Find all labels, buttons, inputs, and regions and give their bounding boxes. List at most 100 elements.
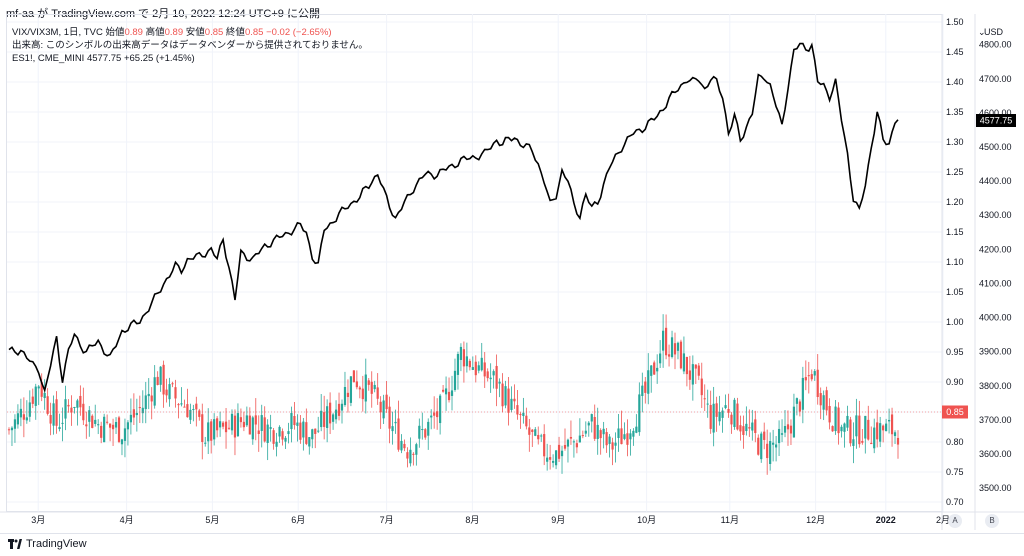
candle-body — [79, 395, 82, 408]
candle-body — [349, 376, 353, 403]
candle-body — [103, 416, 106, 443]
x-tick-label: 8月 — [465, 515, 479, 525]
legend-es-change: +65.25 (+1.45%) — [123, 53, 195, 64]
candle-body — [471, 367, 474, 370]
candle-body — [254, 415, 257, 425]
x-tick-label: 2022 — [876, 515, 896, 525]
ratio-tick-label: 1.50 — [946, 17, 964, 27]
x-tick-label: 4月 — [120, 515, 134, 525]
candle-body — [340, 403, 344, 411]
ratio-tick-label: 1.35 — [946, 107, 964, 117]
candle-body — [816, 369, 819, 398]
candle-body — [31, 396, 34, 404]
candle-body — [439, 395, 442, 424]
legend-symbol: VIX/VIX3M, 1日, TVC — [12, 27, 103, 38]
candle-body — [662, 330, 665, 351]
candle-body — [221, 422, 225, 427]
candle-body — [141, 407, 144, 414]
candle-body — [543, 434, 546, 457]
candle-body — [697, 365, 700, 376]
candle-body — [198, 410, 201, 417]
auto-scale-button[interactable]: A — [948, 514, 962, 528]
ratio-last-price-badge — [942, 405, 968, 419]
x-tick-label: 6月 — [291, 515, 305, 525]
x-tick-label: 3月 — [31, 515, 45, 525]
candle-body — [691, 364, 694, 385]
es-tick-label: 4700.00 — [979, 74, 1012, 84]
candle-body — [409, 449, 412, 464]
ratio-tick-label: 0.95 — [946, 347, 964, 357]
candle-body — [433, 412, 436, 416]
legend-row-ratio: VIX/VIX3M, 1日, TVC 始値0.89 高値0.89 安値0.85 … — [12, 26, 368, 39]
candle-body — [659, 353, 662, 364]
candle-body — [421, 429, 424, 431]
candle-body — [632, 430, 635, 437]
candle-body — [483, 362, 486, 377]
candle-body — [73, 406, 76, 408]
candle-body — [718, 411, 721, 422]
candle-body — [760, 433, 763, 460]
candle-body — [890, 414, 894, 435]
candles — [7, 314, 900, 475]
candle-body — [308, 437, 311, 447]
candle-body — [644, 381, 647, 393]
candle-body — [599, 430, 602, 439]
legend-low-value: 0.85 — [204, 27, 224, 38]
ratio-tick-label: 1.10 — [946, 257, 964, 267]
candle-body — [19, 408, 22, 418]
candle-body — [201, 414, 204, 442]
currency-selector[interactable]: USD — [984, 27, 1004, 37]
es-tick-label: 3600.00 — [979, 449, 1012, 459]
candle-body — [373, 384, 376, 390]
candle-body — [540, 435, 543, 437]
candle-body — [278, 426, 281, 437]
candle-body — [819, 393, 822, 406]
candle-body — [302, 421, 305, 438]
ratio-tick-label: 1.30 — [946, 137, 964, 147]
candle-body — [55, 399, 58, 426]
candle-body — [441, 389, 445, 392]
chevron-down-icon[interactable]: ⌄ — [978, 27, 986, 37]
candle-body — [664, 327, 668, 356]
candle-body — [647, 370, 650, 394]
candle-body — [52, 403, 55, 426]
candle-body — [780, 433, 784, 435]
ratio-tick-label: 1.25 — [946, 167, 964, 177]
tradingview-logo-text: TradingView — [26, 538, 87, 550]
es-last-price-badge — [976, 114, 1016, 128]
candle-body — [569, 437, 573, 439]
legend-open-value: 0.89 — [124, 27, 143, 38]
candle-body — [486, 371, 489, 379]
candle-body — [748, 427, 751, 429]
candle-body — [129, 414, 133, 423]
candle-body — [587, 422, 590, 426]
candle-body — [189, 409, 192, 420]
candle-body — [736, 403, 739, 430]
candle-body — [593, 416, 596, 439]
legend-close-label: 終値 — [225, 27, 245, 38]
tradingview-logo[interactable]: TradingView — [8, 538, 87, 550]
candle-body — [114, 421, 118, 428]
candle-body — [849, 419, 852, 444]
log-scale-button[interactable]: B — [985, 514, 999, 528]
candle-body — [49, 414, 52, 424]
candle-body — [216, 418, 219, 431]
candle-body — [263, 417, 266, 442]
candle-body — [150, 395, 153, 402]
ratio-tick-label: 0.90 — [946, 377, 964, 387]
candle-body — [418, 425, 421, 439]
candle-body — [376, 387, 379, 399]
es-tick-label: 4400.00 — [979, 176, 1012, 186]
candle-body — [792, 406, 796, 438]
candle-body — [477, 365, 480, 371]
candle-body — [581, 435, 584, 437]
candle-body — [602, 428, 605, 435]
candle-body — [415, 444, 418, 455]
candle-body — [385, 394, 388, 410]
candle-body — [64, 399, 67, 419]
candle-body — [489, 377, 492, 380]
candle-body — [58, 427, 61, 429]
candle-body — [40, 381, 43, 397]
candle-body — [183, 406, 186, 408]
